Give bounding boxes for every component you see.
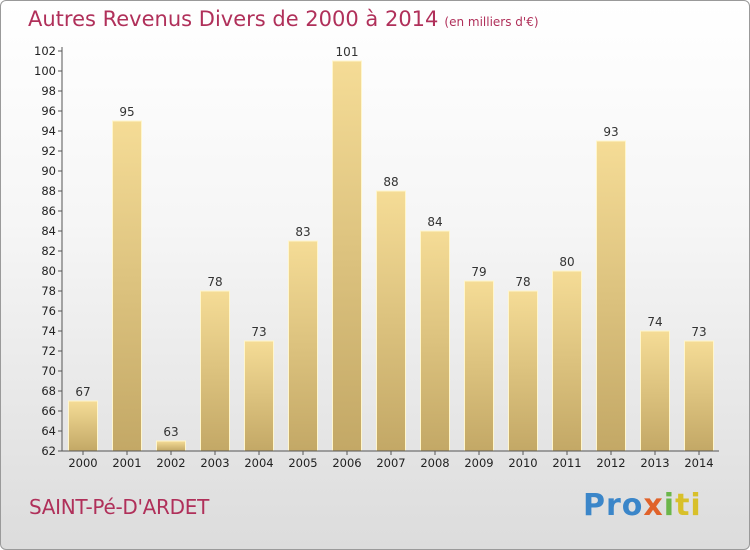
x-tick-label-2013: 2013 (640, 456, 669, 470)
x-tick-label-2007: 2007 (376, 456, 405, 470)
bar-value-label-2004: 73 (251, 325, 266, 339)
y-tick-label-78: 78 (41, 284, 56, 298)
x-tick-label-2006: 2006 (332, 456, 361, 470)
title-main: Autres Revenus Divers de 2000 à 2014 (28, 7, 439, 31)
x-tick-label-2000: 2000 (68, 456, 97, 470)
bar-value-label-2014: 73 (691, 325, 706, 339)
bar-2011 (552, 270, 582, 452)
y-tick-label-80: 80 (41, 264, 56, 278)
y-tick-label-88: 88 (41, 184, 56, 198)
y-tick-label-86: 86 (41, 204, 56, 218)
axes-group: 2000 2001 2002 2003 2004 2005 2006 2007 2008 2009… (34, 44, 719, 470)
y-tick-label-84: 84 (41, 224, 56, 238)
bars-group: 67 95 63 78 73 83 101 88 84 79 78 80 93 74 73 (68, 45, 714, 452)
y-tick-label-96: 96 (41, 104, 56, 118)
title-unit: (en milliers d'€) (444, 15, 539, 29)
x-tick-label-2003: 2003 (200, 456, 229, 470)
commune-name: SAINT-Pé-D'ARDET (29, 495, 210, 519)
y-tick-label-98: 98 (41, 84, 56, 98)
bar-2013 (640, 330, 670, 452)
bar-value-label-2013: 74 (647, 315, 662, 329)
logo-part-2: x (643, 488, 664, 523)
bar-value-label-2001: 95 (119, 105, 134, 119)
x-tick-label-2010: 2010 (508, 456, 537, 470)
y-tick-label-82: 82 (41, 244, 56, 258)
bar-value-label-2012: 93 (603, 125, 618, 139)
y-tick-label-72: 72 (41, 344, 56, 358)
bar-value-label-2002: 63 (163, 425, 178, 439)
bar-2014 (684, 340, 714, 452)
x-tick-label-2011: 2011 (552, 456, 581, 470)
x-tick-label-2004: 2004 (244, 456, 273, 470)
y-tick-label-92: 92 (41, 144, 56, 158)
bar-2010 (508, 290, 538, 452)
x-tick-label-2005: 2005 (288, 456, 317, 470)
bar-2001 (112, 120, 142, 452)
y-tick-label-64: 64 (41, 424, 56, 438)
y-tick-label-62: 62 (41, 444, 56, 458)
chart-title: Autres Revenus Divers de 2000 à 2014 (en … (28, 7, 539, 31)
bar-value-label-2007: 88 (383, 175, 398, 189)
bar-value-label-2000: 67 (75, 385, 90, 399)
y-tick-label-76: 76 (41, 304, 56, 318)
bar-2007 (376, 190, 406, 452)
bar-2012 (596, 140, 626, 452)
bar-2003 (200, 290, 230, 452)
bar-value-label-2003: 78 (207, 275, 222, 289)
bar-value-label-2006: 101 (336, 45, 359, 59)
y-tick-label-94: 94 (41, 124, 56, 138)
logo-part-1: Pro (583, 488, 644, 523)
bar-2002 (156, 440, 186, 452)
y-tick-label-74: 74 (41, 324, 56, 338)
bar-value-label-2011: 80 (559, 255, 574, 269)
bar-2006 (332, 60, 362, 452)
x-tick-label-2002: 2002 (156, 456, 185, 470)
y-tick-label-102: 102 (34, 44, 56, 58)
y-tick-label-66: 66 (41, 404, 56, 418)
bar-value-label-2009: 79 (471, 265, 486, 279)
x-tick-label-2012: 2012 (596, 456, 625, 470)
bar-2004 (244, 340, 274, 452)
bar-2005 (288, 240, 318, 452)
bar-value-label-2008: 84 (427, 215, 442, 229)
proxiti-logo[interactable]: Proxiti (583, 488, 702, 523)
bar-2000 (68, 400, 98, 452)
x-tick-label-2001: 2001 (112, 456, 141, 470)
bar-2009 (464, 280, 494, 452)
logo-part-4: ti (675, 488, 702, 523)
x-tick-label-2008: 2008 (420, 456, 449, 470)
bar-value-label-2005: 83 (295, 225, 310, 239)
bar-2008 (420, 230, 450, 452)
logo-part-3: i (663, 488, 676, 523)
x-tick-label-2009: 2009 (464, 456, 493, 470)
y-tick-label-68: 68 (41, 384, 56, 398)
y-tick-label-70: 70 (41, 364, 56, 378)
bar-value-label-2010: 78 (515, 275, 530, 289)
x-tick-label-2014: 2014 (684, 456, 713, 470)
y-tick-label-90: 90 (41, 164, 56, 178)
y-tick-label-100: 100 (34, 64, 56, 78)
